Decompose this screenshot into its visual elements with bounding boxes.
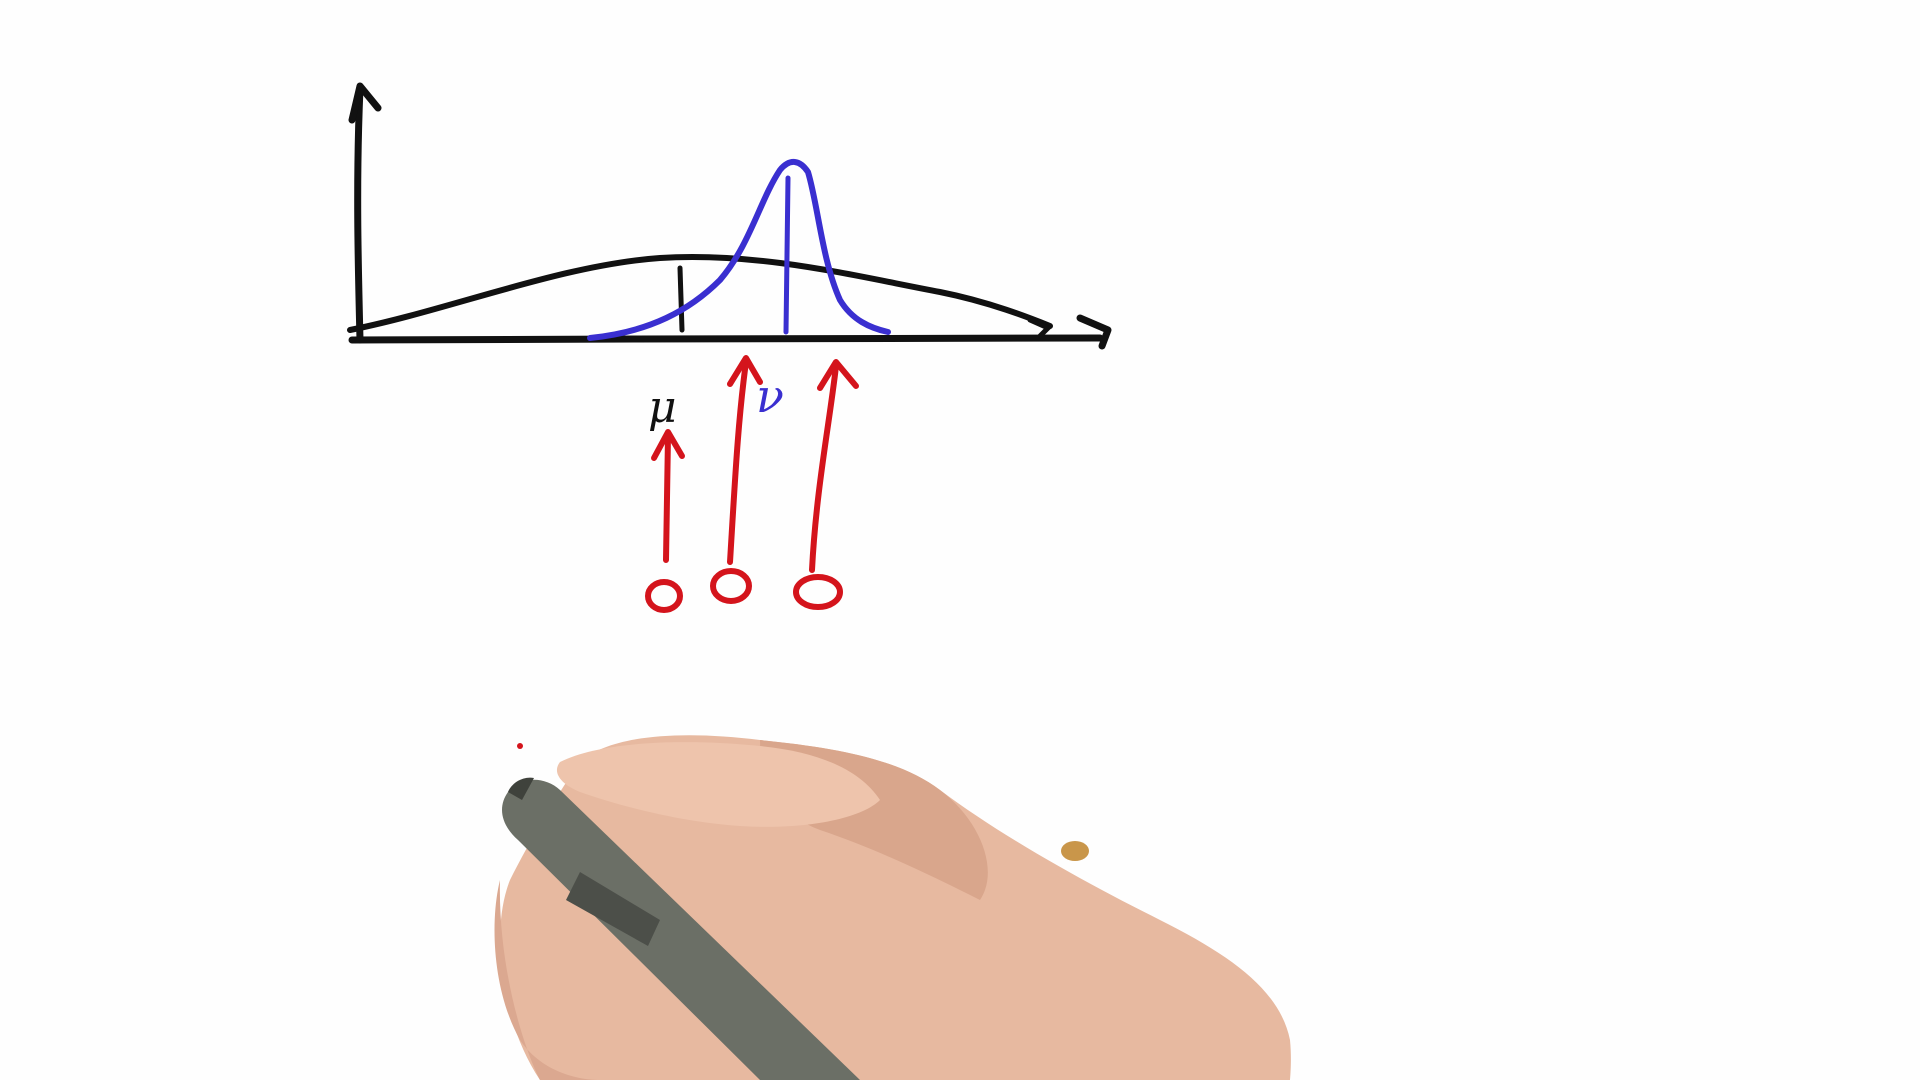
ink-dot [517, 743, 523, 749]
observations [645, 355, 859, 613]
index-finger [556, 742, 880, 827]
observation-3-point [793, 574, 843, 610]
prior-curve [347, 254, 1053, 333]
x-axis [348, 334, 1104, 344]
observation-3-arrow-shaft [809, 363, 839, 573]
observation-1-point [645, 579, 683, 613]
observation-2 [710, 355, 763, 604]
y-axis-arrowhead [348, 82, 382, 124]
mu-label: μ [648, 382, 677, 433]
observation-2-point [710, 568, 752, 604]
pen-tip [508, 777, 534, 800]
observation-3-arrowhead [817, 359, 859, 391]
x-axis-arrowhead [1076, 314, 1112, 350]
pen-button [566, 872, 660, 946]
axes [348, 82, 1112, 350]
ring [1061, 841, 1089, 861]
observation-3 [793, 359, 859, 610]
pen-icon [502, 779, 860, 1080]
observation-2-arrow-shaft [727, 359, 749, 565]
mean-marker [677, 265, 685, 333]
observation-2-arrowhead [727, 355, 763, 387]
prior-curve-tail [1027, 317, 1053, 339]
posterior-mean-line [783, 175, 791, 335]
posterior-curve [587, 159, 891, 341]
observation-1-arrowhead [651, 429, 685, 461]
observation-1 [645, 429, 685, 613]
observation-1-arrow-shaft [663, 433, 671, 563]
y-axis [354, 84, 364, 344]
hand-holding-pen-icon [494, 735, 1291, 1080]
